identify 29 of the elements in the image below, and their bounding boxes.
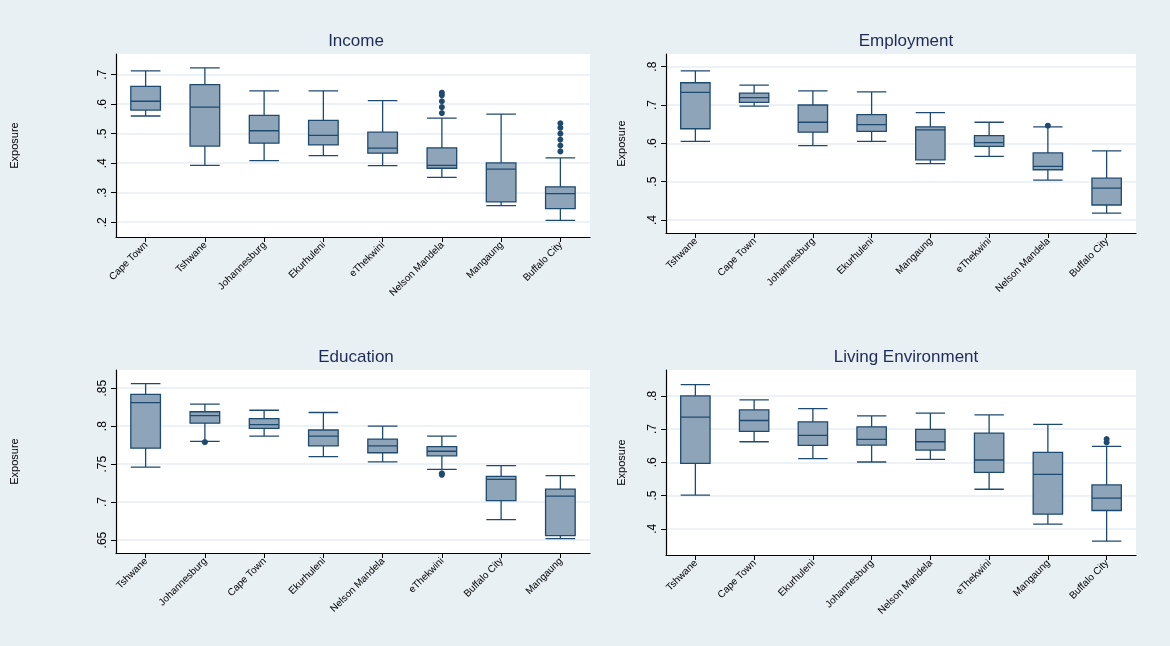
y-tick-label: .8	[645, 61, 659, 72]
y-tick-label: .5	[645, 490, 659, 501]
y-tick-label: .65	[95, 531, 109, 549]
y-axis-title: Exposure	[7, 438, 20, 485]
y-axis-title: Exposure	[614, 120, 627, 167]
y-tick-label: .8	[645, 390, 659, 401]
y-tick-label: .6	[645, 137, 659, 149]
chart-title: Living Environment	[833, 347, 979, 366]
y-tick-label: .7	[645, 423, 659, 435]
y-tick-label: .3	[95, 187, 109, 198]
y-tick-label: .7	[95, 496, 109, 508]
y-axis-title: Exposure	[7, 122, 20, 169]
chart-title: Education	[318, 347, 394, 366]
y-tick-label: .5	[645, 176, 659, 187]
chart-title: Income	[328, 31, 384, 50]
y-tick-label: .2	[95, 216, 109, 228]
y-tick-label: .6	[645, 457, 659, 468]
y-tick-label: .85	[95, 379, 109, 397]
y-tick-label: .4	[645, 523, 659, 534]
y-tick-label: .7	[95, 69, 109, 80]
y-tick-label: .75	[95, 455, 109, 473]
y-axis-title: Exposure	[614, 439, 627, 486]
y-tick-label: .4	[95, 157, 109, 169]
chart-title: Employment	[858, 31, 954, 50]
y-tick-label: .7	[645, 99, 659, 110]
y-tick-label: .8	[95, 420, 109, 432]
y-tick-label: .4	[645, 214, 659, 225]
y-tick-label: .5	[95, 128, 109, 139]
y-tick-label: .6	[95, 98, 109, 110]
